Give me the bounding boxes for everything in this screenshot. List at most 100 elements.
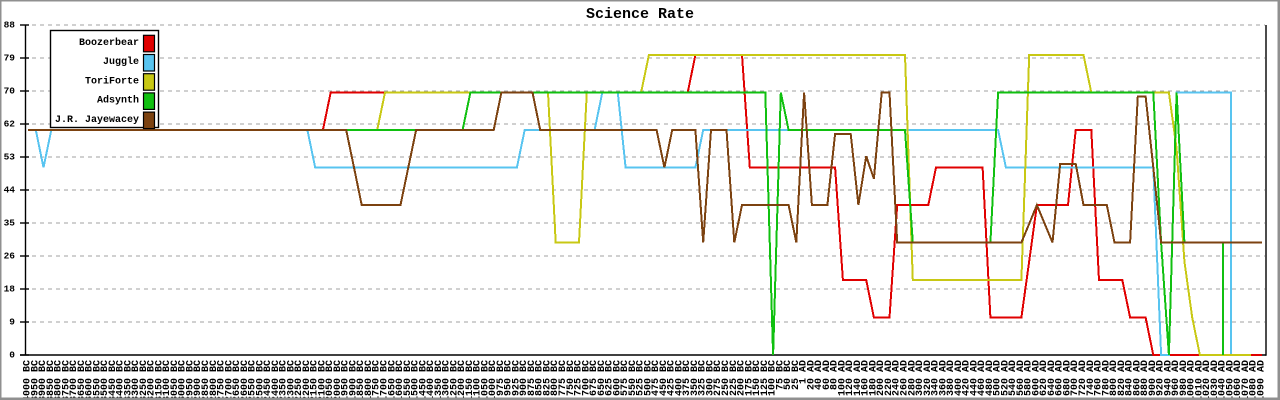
svg-text:975 BC: 975 BC xyxy=(496,360,507,396)
svg-text:0: 0 xyxy=(9,350,15,361)
svg-text:825 BC: 825 BC xyxy=(543,360,554,396)
svg-text:450 BC: 450 BC xyxy=(659,360,670,396)
svg-text:1600 BC: 1600 BC xyxy=(395,360,406,400)
svg-text:900 BC: 900 BC xyxy=(519,360,530,396)
svg-text:1010 AD: 1010 AD xyxy=(1194,360,1205,400)
svg-text:575 BC: 575 BC xyxy=(620,360,631,396)
svg-text:500 BC: 500 BC xyxy=(643,360,654,396)
svg-text:2850 BC: 2850 BC xyxy=(201,360,212,400)
svg-text:125 BC: 125 BC xyxy=(760,360,771,396)
svg-text:3850 BC: 3850 BC xyxy=(46,360,57,400)
svg-text:3950 BC: 3950 BC xyxy=(30,360,41,400)
svg-text:950 BC: 950 BC xyxy=(504,360,515,396)
svg-text:1300 BC: 1300 BC xyxy=(442,360,453,400)
svg-text:3450 BC: 3450 BC xyxy=(108,360,119,400)
svg-text:250 BC: 250 BC xyxy=(721,360,732,396)
svg-text:1070 AD: 1070 AD xyxy=(1241,360,1252,400)
svg-text:53: 53 xyxy=(4,152,16,163)
svg-text:550 BC: 550 BC xyxy=(628,360,639,396)
svg-text:200 BC: 200 BC xyxy=(737,360,748,396)
svg-text:3750 BC: 3750 BC xyxy=(61,360,72,400)
svg-text:900 AD: 900 AD xyxy=(1148,360,1159,396)
svg-text:240 AD: 240 AD xyxy=(892,360,903,396)
svg-text:260 AD: 260 AD xyxy=(900,360,911,396)
svg-text:720 AD: 720 AD xyxy=(1078,360,1089,396)
svg-text:400 AD: 400 AD xyxy=(954,360,965,396)
svg-text:1750 BC: 1750 BC xyxy=(372,360,383,400)
svg-text:200 AD: 200 AD xyxy=(876,360,887,396)
svg-text:1080 AD: 1080 AD xyxy=(1249,360,1260,400)
svg-text:2700 BC: 2700 BC xyxy=(224,360,235,400)
svg-text:940 AD: 940 AD xyxy=(1163,360,1174,396)
svg-text:1000 BC: 1000 BC xyxy=(488,360,499,400)
svg-text:700 BC: 700 BC xyxy=(581,360,592,396)
svg-text:460 AD: 460 AD xyxy=(977,360,988,396)
svg-text:325 BC: 325 BC xyxy=(698,360,709,396)
svg-text:3500 BC: 3500 BC xyxy=(100,360,111,400)
svg-text:500 AD: 500 AD xyxy=(993,360,1004,396)
svg-text:1 AD: 1 AD xyxy=(799,360,810,384)
svg-text:540 AD: 540 AD xyxy=(1008,360,1019,396)
svg-text:2500 BC: 2500 BC xyxy=(255,360,266,400)
svg-text:1400 BC: 1400 BC xyxy=(426,360,437,400)
svg-text:780 AD: 780 AD xyxy=(1101,360,1112,396)
svg-text:675 BC: 675 BC xyxy=(589,360,600,396)
svg-text:480 AD: 480 AD xyxy=(985,360,996,396)
svg-text:760 AD: 760 AD xyxy=(1094,360,1105,396)
svg-text:1250 BC: 1250 BC xyxy=(449,360,460,400)
svg-text:850 BC: 850 BC xyxy=(535,360,546,396)
svg-text:820 AD: 820 AD xyxy=(1117,360,1128,396)
svg-text:1150 BC: 1150 BC xyxy=(465,360,476,400)
svg-text:300 AD: 300 AD xyxy=(915,360,926,396)
svg-text:1040 AD: 1040 AD xyxy=(1218,360,1229,400)
svg-text:2350 BC: 2350 BC xyxy=(279,360,290,400)
svg-text:860 AD: 860 AD xyxy=(1132,360,1143,396)
svg-text:3300 BC: 3300 BC xyxy=(131,360,142,400)
svg-text:3200 BC: 3200 BC xyxy=(147,360,158,400)
svg-text:Science Rate: Science Rate xyxy=(586,6,694,23)
svg-text:660 AD: 660 AD xyxy=(1055,360,1066,396)
svg-text:44: 44 xyxy=(4,185,16,196)
svg-text:2250 BC: 2250 BC xyxy=(294,360,305,400)
svg-text:475 BC: 475 BC xyxy=(651,360,662,396)
svg-text:3700 BC: 3700 BC xyxy=(69,360,80,400)
svg-text:725 BC: 725 BC xyxy=(574,360,585,396)
svg-text:62: 62 xyxy=(4,119,16,130)
svg-text:Juggle: Juggle xyxy=(103,56,139,68)
svg-text:2550 BC: 2550 BC xyxy=(248,360,259,400)
svg-text:340 AD: 340 AD xyxy=(931,360,942,396)
svg-text:1050 AD: 1050 AD xyxy=(1226,360,1237,400)
svg-text:440 AD: 440 AD xyxy=(969,360,980,396)
svg-text:1800 BC: 1800 BC xyxy=(364,360,375,400)
svg-text:3000 BC: 3000 BC xyxy=(178,360,189,400)
svg-text:225 BC: 225 BC xyxy=(729,360,740,396)
svg-text:360 AD: 360 AD xyxy=(938,360,949,396)
svg-text:1350 BC: 1350 BC xyxy=(434,360,445,400)
svg-text:120 AD: 120 AD xyxy=(845,360,856,396)
svg-text:88: 88 xyxy=(4,20,16,31)
svg-text:Boozerbear: Boozerbear xyxy=(79,37,139,49)
svg-text:25 BC: 25 BC xyxy=(791,360,802,390)
svg-text:ToriForte: ToriForte xyxy=(85,75,139,87)
svg-text:79: 79 xyxy=(4,53,16,64)
svg-text:580 AD: 580 AD xyxy=(1024,360,1035,396)
svg-text:525 BC: 525 BC xyxy=(636,360,647,396)
svg-text:380 AD: 380 AD xyxy=(946,360,957,396)
svg-text:1020 AD: 1020 AD xyxy=(1202,360,1213,400)
svg-text:960 AD: 960 AD xyxy=(1171,360,1182,396)
svg-text:1050 BC: 1050 BC xyxy=(480,360,491,400)
svg-text:2750 BC: 2750 BC xyxy=(217,360,228,400)
svg-text:2200 BC: 2200 BC xyxy=(302,360,313,400)
svg-text:420 AD: 420 AD xyxy=(962,360,973,396)
svg-text:2650 BC: 2650 BC xyxy=(232,360,243,400)
svg-text:20 AD: 20 AD xyxy=(806,360,817,390)
svg-text:280 AD: 280 AD xyxy=(907,360,918,396)
svg-text:3650 BC: 3650 BC xyxy=(77,360,88,400)
svg-text:800 BC: 800 BC xyxy=(550,360,561,396)
svg-text:1850 BC: 1850 BC xyxy=(356,360,367,400)
svg-text:2950 BC: 2950 BC xyxy=(186,360,197,400)
svg-text:650 BC: 650 BC xyxy=(597,360,608,396)
svg-text:3900 BC: 3900 BC xyxy=(38,360,49,400)
svg-text:880 AD: 880 AD xyxy=(1140,360,1151,396)
svg-text:1700 BC: 1700 BC xyxy=(380,360,391,400)
